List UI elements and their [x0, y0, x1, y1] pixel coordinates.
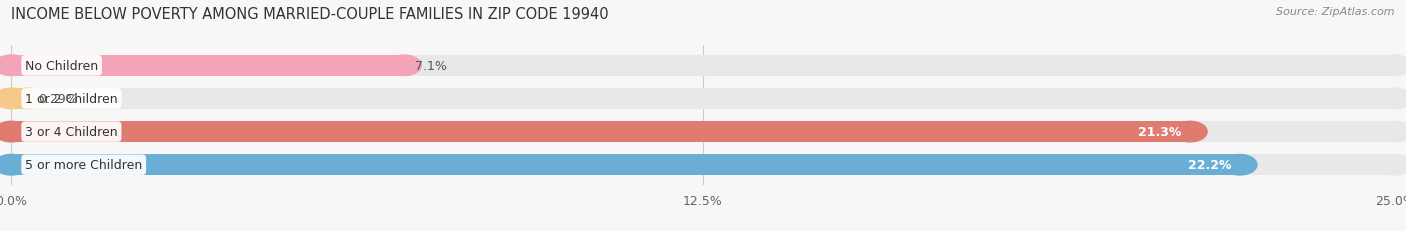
Circle shape: [0, 89, 28, 109]
Circle shape: [1378, 155, 1406, 175]
Circle shape: [1378, 122, 1406, 142]
Circle shape: [0, 155, 28, 175]
Bar: [11, 56, 404, 76]
Bar: [11, 155, 1395, 175]
Text: INCOME BELOW POVERTY AMONG MARRIED-COUPLE FAMILIES IN ZIP CODE 19940: INCOME BELOW POVERTY AMONG MARRIED-COUPL…: [11, 7, 609, 22]
Text: 21.3%: 21.3%: [1139, 125, 1181, 138]
Circle shape: [1173, 122, 1208, 142]
Circle shape: [0, 89, 28, 109]
Bar: [11, 89, 1395, 109]
Text: 5 or more Children: 5 or more Children: [25, 158, 142, 171]
Bar: [11, 122, 1189, 142]
Bar: [11, 56, 1395, 76]
Circle shape: [0, 56, 28, 76]
Circle shape: [1223, 155, 1257, 175]
Circle shape: [387, 56, 422, 76]
Text: 0.29%: 0.29%: [38, 93, 79, 106]
Bar: [11, 155, 1240, 175]
Circle shape: [1378, 89, 1406, 109]
Text: Source: ZipAtlas.com: Source: ZipAtlas.com: [1277, 7, 1395, 17]
Text: 7.1%: 7.1%: [415, 60, 447, 73]
Text: 1 or 2 Children: 1 or 2 Children: [25, 93, 118, 106]
Circle shape: [0, 155, 28, 175]
Circle shape: [10, 89, 45, 109]
Text: No Children: No Children: [25, 60, 98, 73]
Circle shape: [0, 56, 28, 76]
Text: 3 or 4 Children: 3 or 4 Children: [25, 125, 118, 138]
Text: 22.2%: 22.2%: [1188, 158, 1232, 171]
Bar: [11, 89, 27, 109]
Circle shape: [0, 122, 28, 142]
Bar: [11, 122, 1395, 142]
Circle shape: [0, 122, 28, 142]
Circle shape: [1378, 56, 1406, 76]
